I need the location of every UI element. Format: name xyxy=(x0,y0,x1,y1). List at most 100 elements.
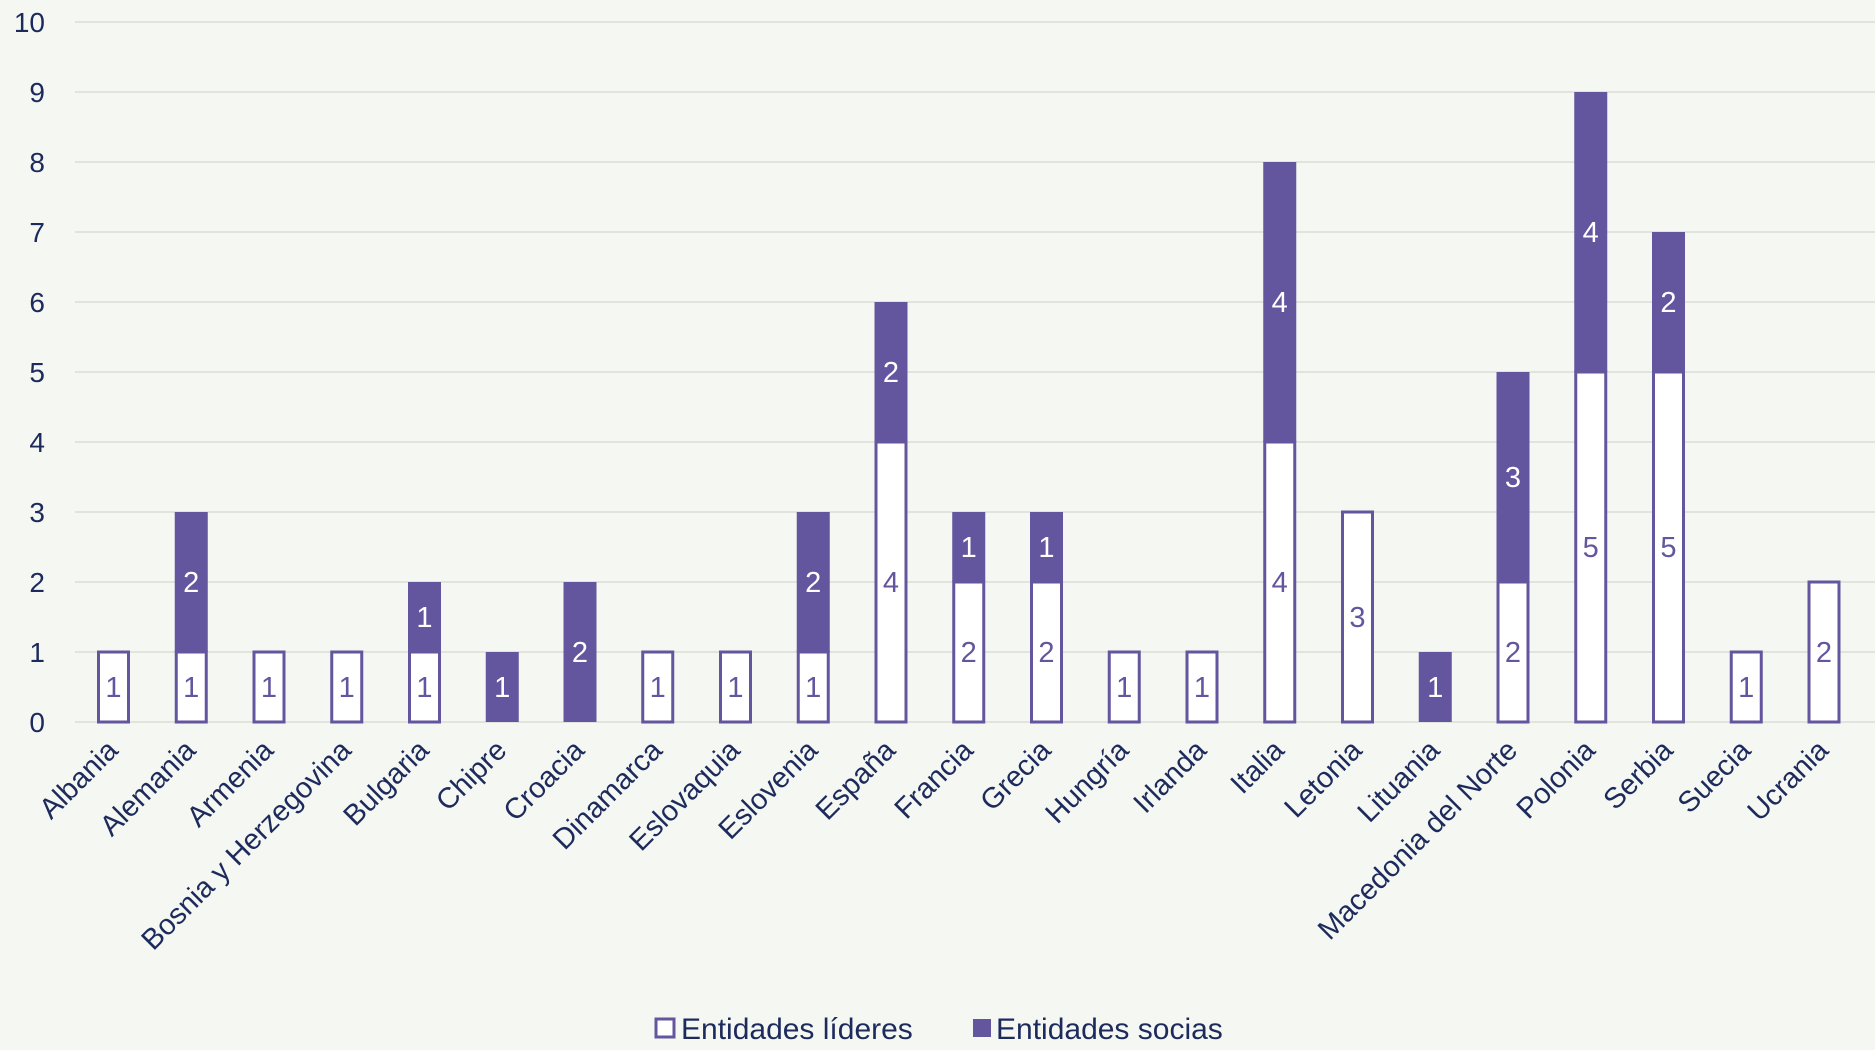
bar-group-espana: 42 xyxy=(874,302,908,724)
y-axis-ticks: 0 1 2 3 4 5 6 7 8 9 10 xyxy=(14,7,45,738)
bar-entidades-socias-alemania xyxy=(174,512,208,652)
bar-group-alemania: 12 xyxy=(174,512,208,724)
bar-entidades-lideres-letonia xyxy=(1341,510,1374,724)
x-tick-label-ucrania: Ucrania xyxy=(1742,734,1836,828)
bar-entidades-lideres-francia xyxy=(952,580,986,724)
data-label-entidades-lideres-alemania: 1 xyxy=(183,672,199,704)
data-label-entidades-lideres-espana: 4 xyxy=(883,567,899,599)
y-tick-label-3: 3 xyxy=(29,497,45,528)
y-tick-label-6: 6 xyxy=(29,287,45,318)
bar-group-eslovenia: 12 xyxy=(796,512,830,724)
bar-entidades-lideres-alemania xyxy=(174,650,208,724)
bar-entidades-lideres-espana xyxy=(874,440,908,724)
data-label-entidades-lideres-hungria: 1 xyxy=(1116,672,1132,704)
data-label-entidades-lideres-albania: 1 xyxy=(105,672,121,704)
bar-group-hungria: 1 xyxy=(1107,650,1141,724)
legend-label-entidades-lideres: Entidades líderes xyxy=(681,1013,913,1045)
bar-entidades-lideres-hungria xyxy=(1107,650,1141,724)
data-label-entidades-lideres-polonia: 5 xyxy=(1583,532,1599,564)
data-label-entidades-lideres-dinamarca: 1 xyxy=(650,672,666,704)
bar-entidades-socias-macedonia-del-norte xyxy=(1496,372,1530,582)
bar-entidades-lideres-eslovaquia xyxy=(719,650,752,724)
x-tick-label-hungria: Hungría xyxy=(1040,734,1136,830)
x-tick-label-irlanda: Irlanda xyxy=(1128,734,1214,820)
bar-entidades-lideres-serbia xyxy=(1652,370,1685,724)
bar-group-dinamarca: 1 xyxy=(641,650,675,724)
data-label-entidades-socias-croacia: 2 xyxy=(572,637,588,669)
data-label-entidades-lideres-macedonia-del-norte: 2 xyxy=(1505,637,1521,669)
bar-group-italia: 44 xyxy=(1263,162,1297,724)
bar-group-polonia: 54 xyxy=(1574,92,1608,724)
data-label-entidades-lideres-irlanda: 1 xyxy=(1194,672,1210,704)
y-tick-label-0: 0 xyxy=(29,707,45,738)
bar-entidades-socias-eslovenia xyxy=(796,512,830,652)
x-tick-label-bulgaria: Bulgaria xyxy=(338,734,436,832)
bar-entidades-socias-italia xyxy=(1263,162,1297,442)
bar-entidades-lideres-bosnia-y-herzegovina xyxy=(330,650,364,724)
data-label-entidades-lideres-ucrania: 2 xyxy=(1816,637,1832,669)
data-label-entidades-socias-grecia: 1 xyxy=(1038,532,1054,564)
data-label-entidades-socias-polonia: 4 xyxy=(1583,217,1599,249)
bar-group-eslovaquia: 1 xyxy=(719,650,752,724)
data-label-entidades-socias-chipre: 1 xyxy=(494,672,510,704)
legend-swatch-entidades-lideres xyxy=(654,1017,676,1039)
bar-group-bosnia-y-herzegovina: 1 xyxy=(330,650,364,724)
legend-swatch-entidades-socias xyxy=(973,1019,991,1037)
bar-entidades-lideres-suecia xyxy=(1729,650,1763,724)
bar-group-serbia: 52 xyxy=(1652,232,1685,724)
data-label-entidades-lideres-grecia: 2 xyxy=(1038,637,1054,669)
bar-entidades-socias-polonia xyxy=(1574,92,1608,372)
y-tick-label-2: 2 xyxy=(29,567,45,598)
data-label-entidades-socias-italia: 4 xyxy=(1272,287,1288,319)
x-tick-label-francia: Francia xyxy=(889,734,981,826)
bar-entidades-lideres-italia xyxy=(1263,440,1297,724)
data-label-entidades-lideres-eslovaquia: 1 xyxy=(727,672,743,704)
bar-group-lituania: 1 xyxy=(1418,652,1452,722)
bar-entidades-socias-grecia xyxy=(1030,512,1063,582)
bar-group-ucrania: 2 xyxy=(1807,580,1841,724)
y-tick-label-1: 1 xyxy=(29,637,45,668)
x-tick-label-polonia: Polonia xyxy=(1511,734,1603,826)
x-tick-label-espana: España xyxy=(810,734,903,827)
bar-group-macedonia-del-norte: 23 xyxy=(1496,372,1530,724)
data-label-entidades-lideres-francia: 2 xyxy=(961,637,977,669)
data-label-entidades-socias-alemania: 2 xyxy=(183,567,199,599)
data-label-entidades-lideres-suecia: 1 xyxy=(1738,672,1754,704)
data-label-entidades-socias-macedonia-del-norte: 3 xyxy=(1505,462,1521,494)
data-label-entidades-lideres-italia: 4 xyxy=(1272,567,1288,599)
data-label-entidades-socias-serbia: 2 xyxy=(1660,287,1676,319)
bar-group-armenia: 1 xyxy=(252,650,286,724)
bar-entidades-lideres-irlanda xyxy=(1185,650,1219,724)
bar-entidades-socias-chipre xyxy=(485,652,519,722)
bar-entidades-socias-lituania xyxy=(1418,652,1452,722)
bar-group-bulgaria: 11 xyxy=(408,582,441,724)
data-label-entidades-lideres-armenia: 1 xyxy=(261,672,277,704)
data-label-entidades-lideres-bulgaria: 1 xyxy=(416,672,432,704)
bar-group-albania: 1 xyxy=(97,650,130,724)
bar-entidades-lideres-ucrania xyxy=(1807,580,1841,724)
y-tick-label-5: 5 xyxy=(29,357,45,388)
bar-entidades-socias-bulgaria xyxy=(408,582,441,652)
bar-group-suecia: 1 xyxy=(1729,650,1763,724)
bar-entidades-socias-serbia xyxy=(1652,232,1685,372)
data-label-entidades-socias-eslovenia: 2 xyxy=(805,567,821,599)
legend: Entidades líderes Entidades socias xyxy=(654,1013,1223,1046)
data-label-entidades-socias-lituania: 1 xyxy=(1427,672,1443,704)
bar-entidades-lideres-macedonia-del-norte xyxy=(1496,580,1530,724)
bar-entidades-socias-croacia xyxy=(563,582,597,722)
bar-group-irlanda: 1 xyxy=(1185,650,1219,724)
bar-entidades-lideres-albania xyxy=(97,650,130,724)
data-label-entidades-socias-francia: 1 xyxy=(961,532,977,564)
bar-group-chipre: 1 xyxy=(485,652,519,722)
x-tick-label-italia: Italia xyxy=(1225,734,1292,801)
data-label-entidades-socias-espana: 2 xyxy=(883,357,899,389)
bar-entidades-lideres-dinamarca xyxy=(641,650,675,724)
data-label-entidades-socias-bulgaria: 1 xyxy=(416,602,432,634)
data-label-entidades-lideres-eslovenia: 1 xyxy=(805,672,821,704)
bar-group-francia: 21 xyxy=(952,512,986,724)
bar-entidades-lideres-armenia xyxy=(252,650,286,724)
data-label-entidades-lideres-letonia: 3 xyxy=(1349,602,1365,634)
y-tick-label-9: 9 xyxy=(29,77,45,108)
